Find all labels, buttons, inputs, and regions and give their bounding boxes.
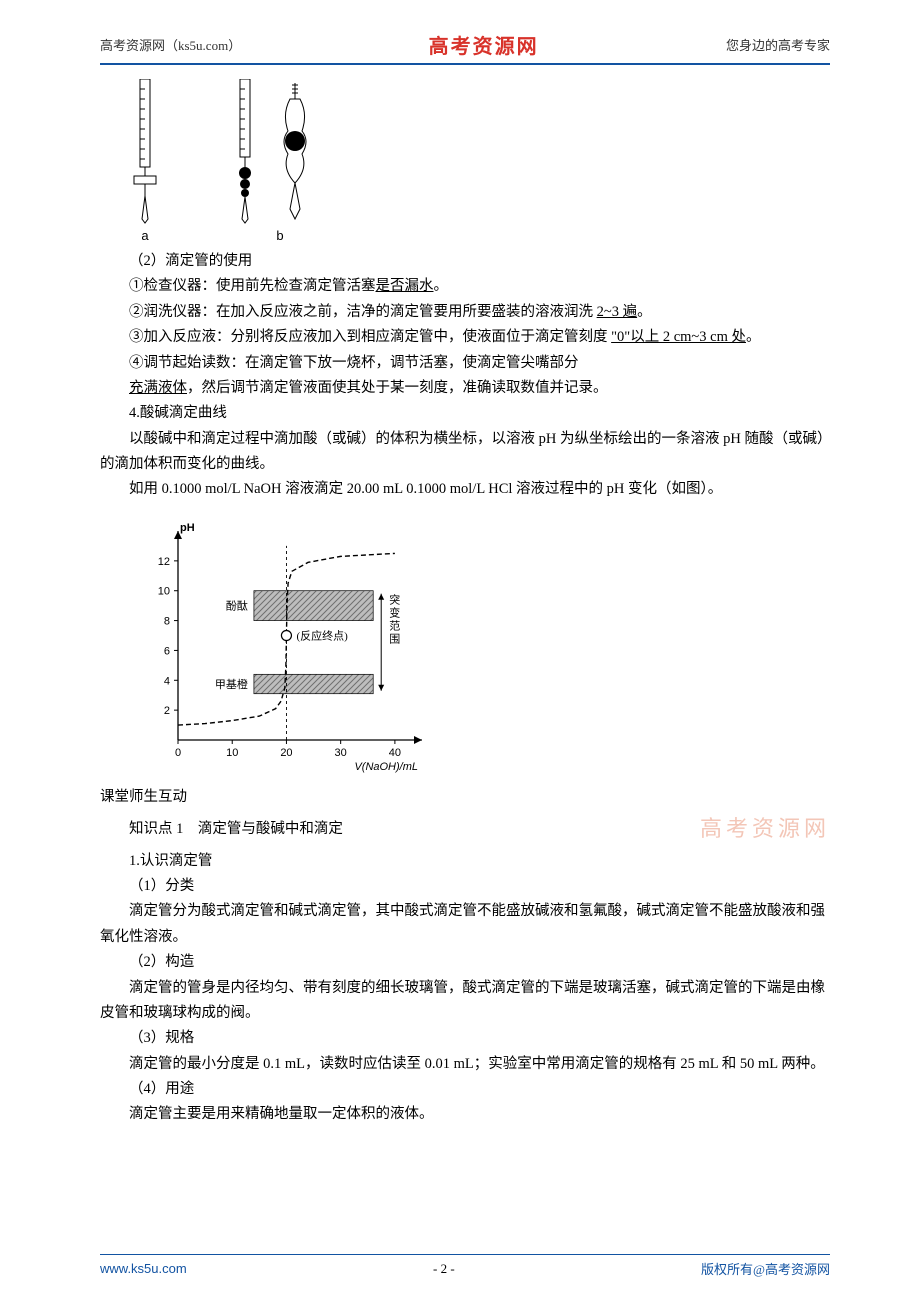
svg-text:4: 4 (164, 675, 170, 687)
p-step3-c: 。 (746, 329, 761, 345)
p-step3-a: ③加入反应液：分别将反应液加入到相应滴定管中，使液面位于滴定管刻度 (129, 329, 611, 345)
svg-text:20: 20 (280, 747, 292, 759)
page-footer: www.ks5u.com - 2 - 版权所有@高考资源网 (100, 1254, 830, 1278)
svg-text:6: 6 (164, 645, 170, 657)
p-spec-heading: （3）规格 (100, 1026, 830, 1051)
header-left-text: 高考资源网（ks5u.com） (100, 35, 241, 54)
svg-text:变: 变 (389, 605, 400, 619)
svg-text:甲基橙: 甲基橙 (215, 677, 248, 691)
p-step3-underline: "0"以上 2 cm~3 cm 处 (611, 329, 746, 345)
burette-b-wrap: b (230, 79, 330, 243)
p-structure-body: 滴定管的管身是内径均匀、带有刻度的细长玻璃管，酸式滴定管的下端是玻璃活塞，碱式滴… (100, 976, 830, 1027)
titration-curve-chart: 2 4 6 8 10 12 0 10 20 30 40 pH V(NaOH)/mL 酚酞甲基橙 突变范围 (反… (130, 519, 830, 779)
knowledge-row: 知识点 1 滴定管与酸碱中和滴定 高考资源网 (100, 810, 830, 849)
p-step2-underline: 2~3 遍 (597, 304, 637, 320)
p-step2: ②润洗仪器：在加入反应液之前，洁净的滴定管要用所要盛装的溶液润洗 2~3 遍。 (100, 300, 830, 325)
burette-a-label: a (141, 228, 148, 243)
p-curve-desc: 以酸碱中和滴定过程中滴加酸（或碱）的体积为横坐标，以溶液 pH 为纵坐标绘出的一… (100, 427, 830, 478)
footer-url: www.ks5u.com (100, 1261, 187, 1276)
svg-text:(反应终点): (反应终点) (296, 628, 348, 642)
p-step2-c: 。 (637, 304, 652, 320)
svg-text:30: 30 (335, 747, 347, 759)
svg-text:40: 40 (389, 747, 401, 759)
burette-a-icon (130, 79, 160, 224)
footer-divider (100, 1254, 830, 1255)
header-divider (100, 63, 830, 65)
footer-row: www.ks5u.com - 2 - 版权所有@高考资源网 (100, 1259, 830, 1278)
svg-text:范: 范 (389, 618, 400, 632)
p-usage-heading: （2）滴定管的使用 (100, 249, 830, 274)
p-step4b-tail: ，然后调节滴定管液面使其处于某一刻度，准确读取数值并记录。 (187, 380, 608, 396)
svg-text:酚酞: 酚酞 (226, 598, 248, 612)
svg-text:10: 10 (226, 747, 238, 759)
svg-text:12: 12 (158, 556, 170, 568)
p-step4b-underline: 充满液体 (129, 380, 187, 396)
header-center-title: 高考资源网 (429, 30, 539, 59)
p-step3: ③加入反应液：分别将反应液加入到相应滴定管中，使液面位于滴定管刻度 "0"以上 … (100, 325, 830, 350)
p-step1-c: 。 (434, 278, 449, 294)
svg-text:2: 2 (164, 705, 170, 717)
burette-b-label: b (276, 228, 283, 243)
svg-text:V(NaOH)/mL: V(NaOH)/mL (354, 761, 418, 773)
p-usage2-body: 滴定管主要是用来精确地量取一定体积的液体。 (100, 1102, 830, 1127)
header-right-text: 您身边的高考专家 (726, 35, 830, 54)
footer-copyright: 版权所有@高考资源网 (701, 1259, 830, 1278)
svg-text:pH: pH (180, 522, 195, 534)
lower-text: 课堂师生互动 知识点 1 滴定管与酸碱中和滴定 高考资源网 1.认识滴定管 （1… (100, 785, 830, 1128)
main-text: （2）滴定管的使用 ①检查仪器：使用前先检查滴定管活塞是否漏水。 ②润洗仪器：在… (100, 249, 830, 503)
p-curve-example: 如用 0.1000 mol/L NaOH 溶液滴定 20.00 mL 0.100… (100, 477, 830, 502)
burette-figure: a b (130, 79, 830, 243)
titration-curve-svg: 2 4 6 8 10 12 0 10 20 30 40 pH V(NaOH)/mL 酚酞甲基橙 突变范围 (反… (130, 519, 440, 774)
p-spec-body: 滴定管的最小分度是 0.1 mL，读数时应估读至 0.01 mL；实验室中常用滴… (100, 1052, 830, 1077)
p-usage2-heading: （4）用途 (100, 1077, 830, 1102)
burette-b-icon (230, 79, 330, 224)
p-step1-underline: 是否漏水 (376, 278, 434, 294)
p-classify-body: 滴定管分为酸式滴定管和碱式滴定管，其中酸式滴定管不能盛放碱液和氢氟酸，碱式滴定管… (100, 899, 830, 950)
p-step2-a: ②润洗仪器：在加入反应液之前，洁净的滴定管要用所要盛装的溶液润洗 (129, 304, 597, 320)
svg-text:0: 0 (175, 747, 181, 759)
svg-text:8: 8 (164, 615, 170, 627)
p-interaction-heading: 课堂师生互动 (100, 785, 830, 810)
p-step1: ①检查仪器：使用前先检查滴定管活塞是否漏水。 (100, 274, 830, 299)
p-step1-a: ①检查仪器：使用前先检查滴定管活塞 (129, 278, 376, 294)
p-curve-heading: 4.酸碱滴定曲线 (100, 401, 830, 426)
watermark-text: 高考资源网 (700, 810, 830, 849)
p-recognize-heading: 1.认识滴定管 (100, 849, 830, 874)
svg-text:突: 突 (389, 592, 400, 606)
p-knowledge1: 知识点 1 滴定管与酸碱中和滴定 (100, 817, 343, 842)
svg-text:10: 10 (158, 585, 170, 597)
p-step4: ④调节起始读数：在滴定管下放一烧杯，调节活塞，使滴定管尖嘴部分 (100, 351, 830, 376)
burette-a-wrap: a (130, 79, 160, 243)
svg-text:围: 围 (389, 632, 400, 645)
page-header: 高考资源网（ks5u.com） 高考资源网 您身边的高考专家 (100, 30, 830, 59)
page: 高考资源网（ks5u.com） 高考资源网 您身边的高考专家 a (0, 0, 920, 1302)
p-classify-heading: （1）分类 (100, 874, 830, 899)
p-step4b: 充满液体，然后调节滴定管液面使其处于某一刻度，准确读取数值并记录。 (100, 376, 830, 401)
footer-page-number: - 2 - (433, 1261, 455, 1277)
p-structure-heading: （2）构造 (100, 950, 830, 975)
